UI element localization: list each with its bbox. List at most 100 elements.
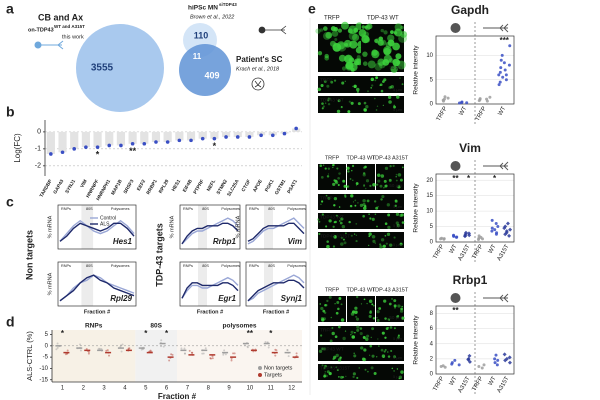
signal — [348, 220, 351, 224]
signal — [355, 184, 358, 187]
gene-label: SYNJ1 — [64, 178, 77, 194]
dot — [142, 141, 147, 146]
signal — [356, 325, 360, 329]
signal — [362, 61, 368, 66]
signal — [352, 179, 354, 182]
point — [477, 236, 481, 240]
frame — [179, 261, 241, 307]
y-tick-label: 4 — [430, 341, 434, 347]
dot — [107, 143, 112, 148]
signal — [337, 99, 341, 103]
y-tick-label: -15 — [39, 377, 48, 383]
signal — [319, 303, 322, 305]
signal — [367, 370, 369, 373]
signal — [334, 37, 338, 41]
signal — [393, 104, 395, 107]
signal — [376, 319, 380, 322]
venn-circle — [76, 24, 164, 112]
signal — [328, 97, 331, 100]
signal — [334, 220, 337, 224]
point — [446, 96, 450, 100]
signal — [344, 55, 352, 63]
bar — [233, 131, 242, 137]
signal — [384, 184, 387, 188]
line — [247, 279, 305, 302]
axis-label: Fraction # — [84, 309, 110, 315]
signal — [383, 30, 388, 35]
scatter-dot — [209, 357, 212, 360]
star: * — [144, 329, 148, 338]
signal — [371, 50, 380, 59]
signal — [331, 327, 334, 329]
scatter-dot — [105, 349, 108, 352]
gene-label: PTPRF — [192, 179, 205, 196]
scatter-dot — [127, 347, 130, 350]
point — [488, 95, 492, 99]
strip-label: TDP43 A315T — [320, 233, 350, 239]
point — [507, 233, 512, 238]
strip-label: TDP43 A315T — [320, 365, 350, 371]
signal — [320, 83, 324, 88]
scatter-dot — [140, 348, 143, 351]
dot — [154, 140, 158, 144]
signal — [320, 347, 324, 351]
scatter-dot — [224, 353, 227, 356]
scatter-dot — [180, 347, 183, 350]
panel-letter: e — [308, 1, 316, 17]
signal — [341, 21, 349, 30]
soma-icon — [450, 23, 461, 33]
signal — [336, 167, 339, 170]
signal — [321, 213, 324, 216]
signal — [388, 100, 392, 104]
point — [504, 78, 508, 82]
x-tick-label: 6 — [165, 386, 169, 392]
signal — [327, 167, 331, 170]
signal — [397, 334, 400, 337]
point — [500, 53, 504, 57]
point — [494, 353, 498, 357]
strip-label: TRFP — [320, 195, 333, 201]
signal — [389, 165, 392, 168]
signal — [344, 195, 347, 198]
region-band — [135, 330, 177, 382]
bar — [116, 131, 126, 146]
axis-label: Fraction # — [158, 392, 197, 400]
y-tick-label: 2 — [430, 356, 434, 362]
scatter-dot — [211, 357, 214, 360]
region-label: 80S — [202, 264, 209, 268]
gene-name: Rrbp1 — [213, 237, 237, 246]
label: CB and Ax — [38, 12, 83, 22]
y-tick-label: 5 — [430, 224, 434, 230]
point — [466, 357, 471, 362]
signal — [334, 335, 338, 339]
signal — [362, 172, 366, 175]
signal — [352, 33, 360, 42]
signal — [346, 185, 350, 188]
signal — [338, 220, 341, 222]
frame — [245, 204, 307, 250]
y-tick-label: 10 — [426, 53, 433, 59]
gene-label: RPL29 — [158, 178, 171, 194]
scatter-dot — [108, 354, 111, 357]
y-tick-label: 15 — [426, 193, 433, 199]
dot — [119, 143, 123, 148]
scale-label: 50 µm — [389, 65, 402, 70]
signal — [334, 303, 336, 305]
signal — [333, 204, 336, 207]
signal — [327, 97, 330, 100]
micrograph — [318, 76, 404, 93]
scatter-dot — [120, 350, 123, 353]
signal — [354, 233, 356, 235]
signal — [350, 333, 352, 336]
star: * — [467, 174, 471, 183]
signal — [364, 24, 371, 31]
signal — [344, 54, 353, 64]
signal — [350, 330, 354, 334]
x-tick-label: WT — [497, 105, 507, 116]
line — [181, 282, 239, 299]
signal — [340, 217, 344, 221]
signal — [375, 206, 379, 210]
gene-name: Vim — [288, 237, 302, 246]
point — [496, 225, 500, 229]
signal — [338, 172, 341, 175]
